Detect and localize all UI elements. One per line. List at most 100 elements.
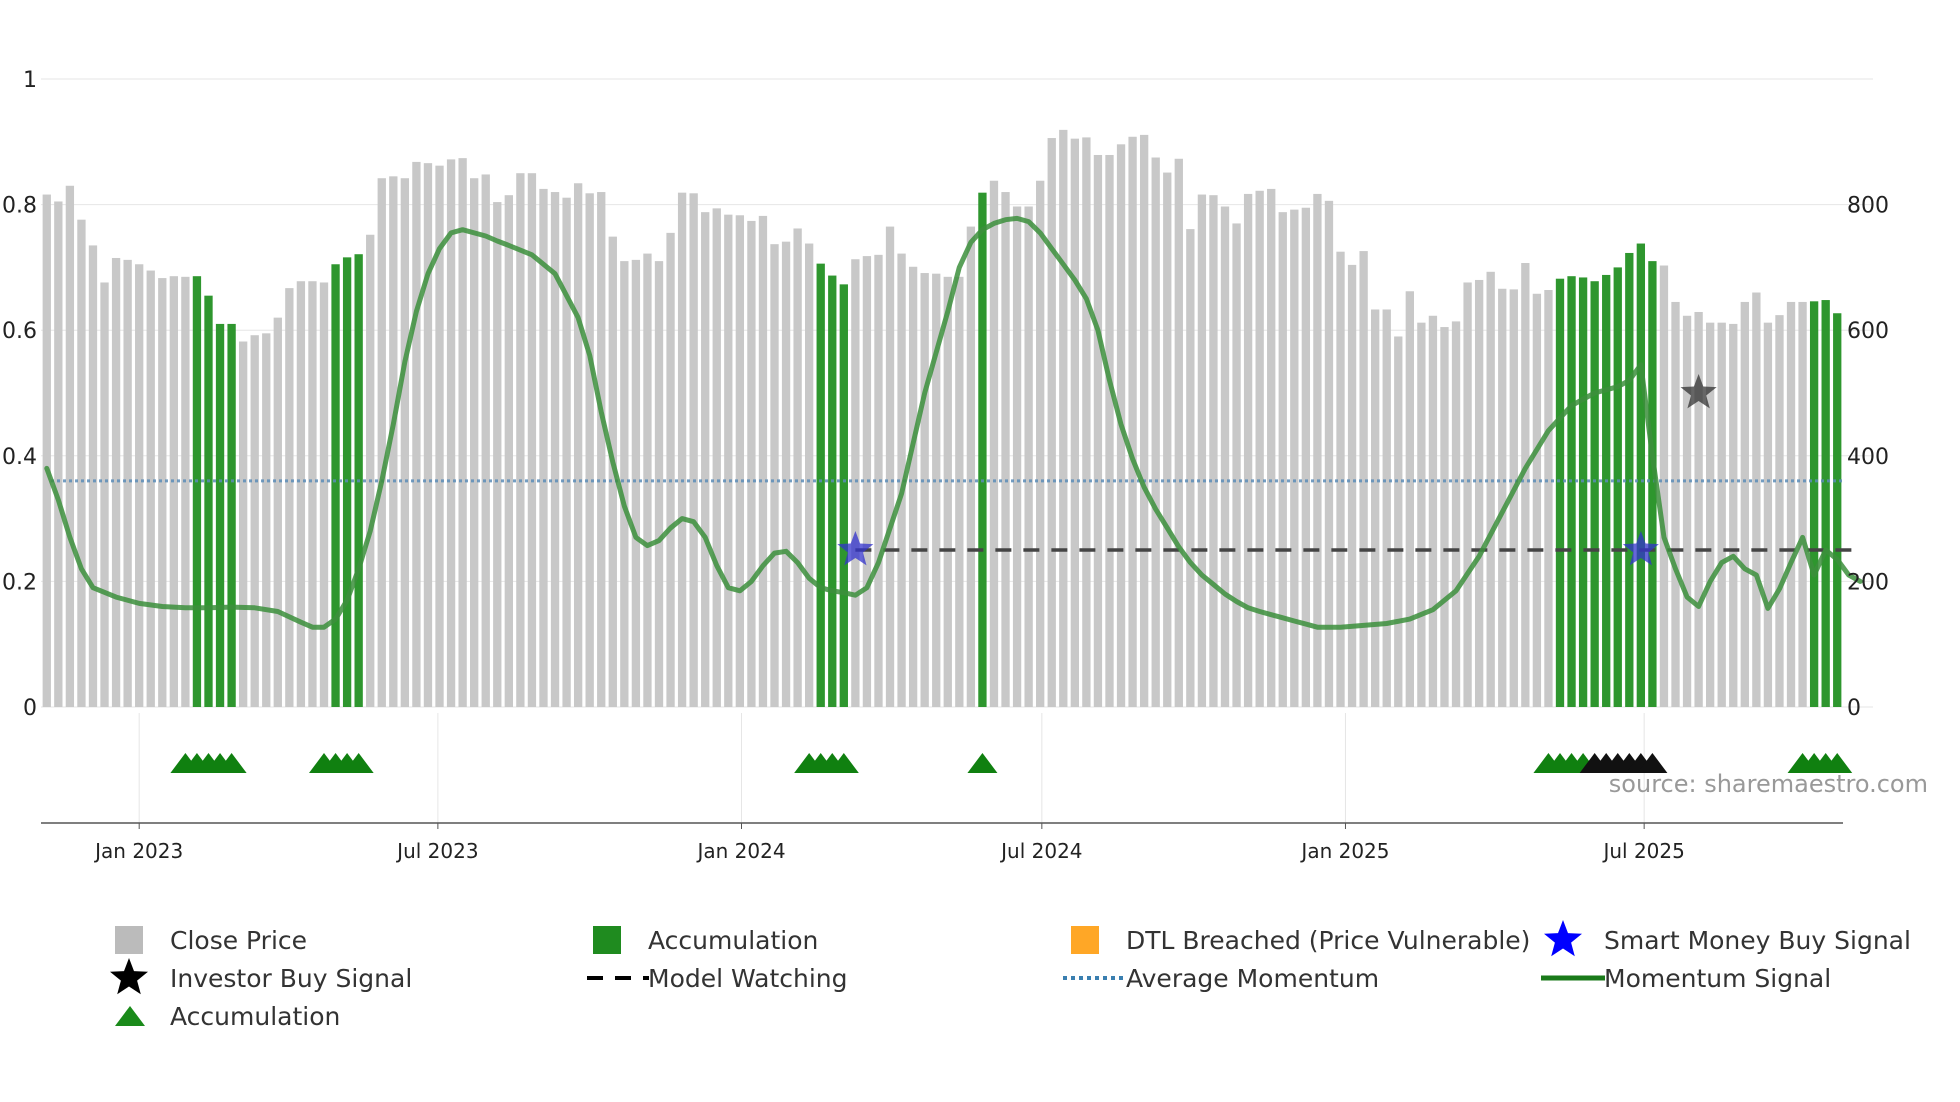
close-price-bar xyxy=(932,273,941,707)
close-price-bar xyxy=(285,288,294,707)
close-price-bar xyxy=(1544,290,1553,707)
close-price-bar xyxy=(1786,301,1796,707)
close-price-bar xyxy=(677,192,687,708)
accumulation-bar xyxy=(1809,301,1819,707)
close-price-bar xyxy=(470,178,479,707)
close-price-bar xyxy=(862,256,872,707)
legend-label: Close Price xyxy=(170,926,307,955)
close-price-bar xyxy=(1682,315,1692,707)
date-tick-label: Jan 2024 xyxy=(695,839,785,863)
close-price-bar xyxy=(550,192,560,708)
close-price-bar xyxy=(654,261,664,707)
right-tick-label: 0 xyxy=(1847,696,1861,721)
accumulation-triangle xyxy=(1822,753,1853,773)
accumulation-triangle xyxy=(967,753,998,773)
close-price-bar xyxy=(1278,212,1287,708)
legend-label: Investor Buy Signal xyxy=(170,964,412,993)
close-price-bar xyxy=(1255,190,1264,707)
close-price-bar xyxy=(504,195,513,707)
legend-triangle-icon xyxy=(115,1006,145,1026)
accumulation-bar xyxy=(816,263,825,707)
left-tick-label: 0 xyxy=(23,696,37,721)
accumulation-bar xyxy=(1613,267,1622,707)
legend-label: Accumulation xyxy=(648,926,818,955)
close-price-bar xyxy=(1405,291,1414,707)
close-price-bar xyxy=(851,259,860,707)
close-price-bar xyxy=(1347,264,1357,707)
close-price-bar xyxy=(920,273,929,707)
accumulation-bar xyxy=(192,276,202,707)
legend-label: Momentum Signal xyxy=(1604,964,1831,993)
legend-label: Accumulation xyxy=(170,1002,340,1031)
close-price-bar xyxy=(1440,327,1449,707)
accumulation-bar xyxy=(331,264,340,707)
close-price-bar xyxy=(770,244,779,707)
close-price-bar xyxy=(1128,136,1137,707)
close-price-bar xyxy=(666,232,675,708)
legend-label: Average Momentum xyxy=(1126,964,1379,993)
close-price-bar xyxy=(1243,193,1253,707)
close-price-bar xyxy=(1232,223,1241,707)
left-tick-label: 1 xyxy=(23,68,37,93)
accumulation-bar xyxy=(1821,300,1830,707)
close-price-bar xyxy=(1070,138,1079,707)
close-price-bar xyxy=(793,228,802,708)
close-price-bar xyxy=(527,173,537,707)
right-tick-label: 200 xyxy=(1847,570,1889,595)
legend-item: Accumulation xyxy=(115,1002,340,1031)
close-price-bar xyxy=(874,254,883,707)
close-price-bar xyxy=(435,165,444,707)
close-price-bar xyxy=(296,281,306,707)
legend-item: Model Watching xyxy=(587,964,848,993)
close-price-bar xyxy=(897,253,906,708)
accumulation-bar xyxy=(1636,243,1646,707)
close-price-bar xyxy=(562,197,571,707)
accumulation-bar xyxy=(839,284,848,707)
close-price-bar xyxy=(1509,289,1518,707)
close-price-bar xyxy=(712,208,721,708)
momentum-signal-line xyxy=(44,215,1863,630)
close-price-bar xyxy=(1521,263,1530,707)
close-price-bar xyxy=(1382,309,1391,707)
close-price-bar xyxy=(1694,311,1703,707)
accumulation-bar xyxy=(1833,313,1842,707)
legend-label: DTL Breached (Price Vulnerable) xyxy=(1126,926,1530,955)
accumulation-bar xyxy=(1648,261,1657,707)
close-price-bar xyxy=(1290,209,1299,707)
close-price-bar xyxy=(1024,206,1033,707)
close-price-bar xyxy=(1474,279,1484,707)
accumulation-triangle xyxy=(828,753,859,773)
legend-label: Smart Money Buy Signal xyxy=(1604,926,1911,955)
accumulation-bar xyxy=(204,295,213,707)
legend-swatch xyxy=(1071,926,1099,954)
accumulation-triangle-strip xyxy=(170,753,1853,773)
close-price-bar xyxy=(1486,271,1495,707)
close-price-bar xyxy=(1740,301,1749,707)
source-label: source: sharemaestro.com xyxy=(1609,770,1928,798)
close-price-bar xyxy=(989,180,999,708)
accumulation-bar xyxy=(227,323,236,707)
left-tick-label: 0.8 xyxy=(2,194,37,219)
smart-money-buy-star xyxy=(837,531,874,566)
legend-star-icon xyxy=(110,958,148,995)
close-price-bar xyxy=(1012,206,1022,707)
close-price-bar xyxy=(1775,315,1784,707)
close-price-bar xyxy=(100,282,109,707)
close-price-bar xyxy=(1763,322,1773,707)
legend-item: DTL Breached (Price Vulnerable) xyxy=(1071,926,1530,955)
close-price-bar xyxy=(123,259,132,707)
legend-swatch xyxy=(115,926,143,954)
close-price-bar xyxy=(1163,172,1172,707)
legend-item: Close Price xyxy=(115,926,307,955)
date-tick-label: Jul 2024 xyxy=(999,839,1082,863)
close-price-bar xyxy=(1371,309,1380,707)
close-price-bar xyxy=(1036,180,1045,708)
close-price-bar xyxy=(88,245,98,708)
close-price-bar xyxy=(539,188,548,707)
smart-money-buy-star xyxy=(1622,531,1659,566)
close-price-bar xyxy=(389,176,398,708)
close-price-bar xyxy=(1139,134,1149,708)
accumulation-bar xyxy=(1578,277,1588,707)
close-price-bar xyxy=(1463,282,1472,707)
close-price-bar xyxy=(1186,229,1195,708)
